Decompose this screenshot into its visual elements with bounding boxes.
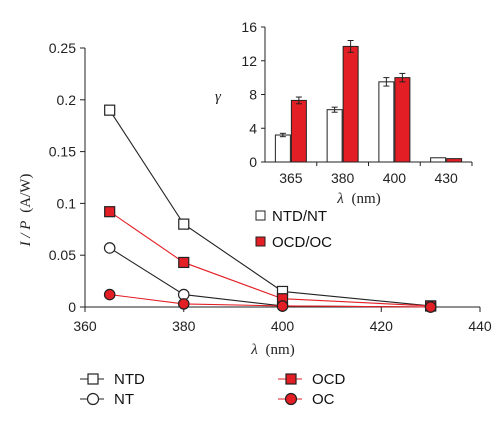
series-line-oc xyxy=(109,294,431,308)
inset-y-tick-label: 16 xyxy=(241,19,257,35)
inset-x-axis-title: λ (nm) xyxy=(336,191,380,207)
inset-bars xyxy=(274,40,463,163)
inset-y-tick-label: 4 xyxy=(249,120,257,136)
main-x-tick-label: 400 xyxy=(271,318,295,334)
legend-swatch-ocd-oc xyxy=(255,236,266,247)
legend-label-oc: OC xyxy=(312,391,335,408)
main-y-axis-symbol: I / P xyxy=(18,221,34,248)
main-x-tick-label: 420 xyxy=(370,318,394,334)
main-y-tick-label: 0.25 xyxy=(49,40,76,56)
bar-ocd-oc-380 xyxy=(342,45,359,163)
main-x-axis-unit: (nm) xyxy=(266,342,295,358)
inset-x-axis-symbol: λ xyxy=(336,191,344,207)
main-legend: NTD NT OCD OC xyxy=(80,371,346,408)
inset-x-axis-unit: (nm) xyxy=(352,191,381,207)
main-x-axis-title: λ (nm) xyxy=(250,342,294,358)
data-point-oc xyxy=(103,288,116,301)
legend-label-ntd: NTD xyxy=(114,371,145,388)
inset-x-tick-label: 400 xyxy=(383,170,407,186)
data-point-oc xyxy=(276,300,289,312)
inset-y-tick-label: 0 xyxy=(249,154,257,170)
main-series-lines xyxy=(109,109,431,308)
main-y-tick-label: 0.2 xyxy=(57,92,77,108)
data-point-ocd xyxy=(104,206,116,218)
series-line-nt xyxy=(109,247,431,308)
data-point-ocd xyxy=(178,256,190,269)
data-point-oc xyxy=(424,301,437,313)
inset-x-tick-label: 380 xyxy=(331,170,355,186)
bar-ocd-oc-430 xyxy=(446,158,463,163)
main-y-axis-unit: (A/W) xyxy=(18,174,34,213)
inset-y-axis-title: γ xyxy=(215,89,222,105)
bar-ntd-nt-365 xyxy=(274,134,291,163)
legend-label-ocd: OCD xyxy=(312,371,346,388)
bar-ocd-oc-400 xyxy=(394,77,411,163)
series-line-ocd xyxy=(109,211,431,307)
legend-marker-ntd xyxy=(87,373,99,385)
main-y-tick-label: 0.15 xyxy=(49,144,76,160)
bar-ntd-nt-380 xyxy=(326,109,343,163)
inset-x-tick-label: 430 xyxy=(434,170,458,186)
legend-swatch-ntd-nt xyxy=(255,210,266,221)
main-y-tick-label: 0 xyxy=(68,299,76,315)
legend-label-ntd-nt: NTD/NT xyxy=(272,208,327,225)
main-y-axis-title: I / P (A/W) xyxy=(18,174,34,248)
main-plot: 0 0.05 0.1 0.15 0.2 0.25 360 380 400 420 440 λ (nm… xyxy=(18,40,492,358)
main-x-axis-symbol: λ xyxy=(250,342,258,358)
bar-ntd-nt-430 xyxy=(430,157,447,163)
data-point-ntd xyxy=(104,104,116,116)
series-line-ntd xyxy=(109,109,431,307)
inset-y-tick-label: 12 xyxy=(241,53,257,69)
inset-y-tick-label: 8 xyxy=(249,87,257,103)
main-x-tick-label: 360 xyxy=(73,318,97,334)
main-y-tick-label: 0.05 xyxy=(49,247,76,263)
main-series-markers xyxy=(103,104,437,313)
main-y-tick-label: 0.1 xyxy=(57,195,77,211)
inset-x-tick-label: 365 xyxy=(279,170,303,186)
main-tick-labels: 0 0.05 0.1 0.15 0.2 0.25 360 380 400 420 440 xyxy=(49,40,492,334)
data-point-ntd xyxy=(178,218,190,230)
legend-label-nt: NT xyxy=(114,391,134,408)
data-point-oc xyxy=(177,298,190,310)
legend-marker-oc xyxy=(284,392,298,406)
legend-label-ocd-oc: OCD/OC xyxy=(272,234,332,251)
data-point-nt xyxy=(103,242,116,254)
inset-legend: NTD/NT OCD/OC xyxy=(255,208,332,251)
legend-marker-ocd xyxy=(285,373,297,385)
legend-marker-nt xyxy=(86,392,100,406)
main-x-tick-label: 380 xyxy=(172,318,196,334)
inset-plot: 0 4 8 12 16 365 380 400 430 γ λ (nm) xyxy=(215,19,473,207)
main-x-tick-label: 440 xyxy=(468,318,492,334)
bar-ocd-oc-365 xyxy=(290,99,307,163)
inset-tick-labels: 0 4 8 12 16 365 380 400 430 xyxy=(241,19,458,186)
bar-ntd-nt-400 xyxy=(378,81,395,163)
